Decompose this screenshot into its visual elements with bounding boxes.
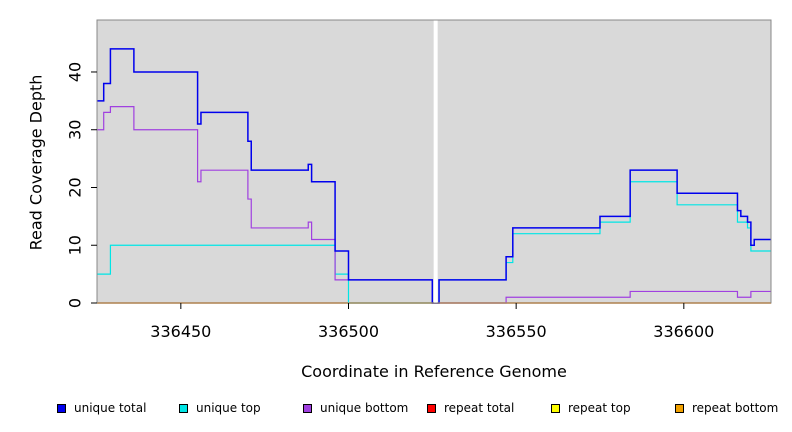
legend-item-unique-total: unique total — [57, 400, 146, 416]
x-axis-title: Coordinate in Reference Genome — [301, 362, 567, 381]
x-tick-label: 336500 — [318, 322, 379, 341]
x-axis: 336450 336500 336550 336600 — [150, 303, 714, 341]
x-tick-label: 336600 — [653, 322, 714, 341]
legend-label: unique total — [74, 401, 147, 415]
x-tick-label: 336550 — [486, 322, 547, 341]
legend-item-repeat-total: repeat total — [427, 400, 514, 416]
series-line-unique-total — [97, 48, 771, 304]
y-tick-label: 40 — [66, 62, 85, 82]
legend-swatch — [427, 403, 436, 413]
legend-label: repeat total — [444, 401, 515, 415]
x-tick-label: 336450 — [150, 322, 211, 341]
legend-item-unique-top: unique top — [179, 400, 261, 416]
y-tick-label: 30 — [66, 120, 85, 140]
series-line-unique-top — [97, 181, 771, 304]
legend: unique total unique top unique bottom repea… — [0, 400, 792, 420]
legend-swatch — [57, 403, 66, 413]
plot-frame — [96, 19, 772, 304]
legend-item-repeat-top: repeat top — [551, 400, 631, 416]
legend-label: repeat top — [568, 401, 631, 415]
y-tick-label: 10 — [66, 235, 85, 255]
legend-label: repeat bottom — [692, 401, 779, 415]
legend-item-repeat-bottom: repeat bottom — [675, 400, 778, 416]
legend-swatch — [675, 403, 684, 413]
legend-label: unique bottom — [320, 401, 409, 415]
y-tick-label: 20 — [66, 177, 85, 197]
y-tick-label: 0 — [66, 298, 85, 308]
legend-item-unique-bottom: unique bottom — [303, 400, 408, 416]
series-line-unique-bottom — [97, 106, 771, 304]
legend-swatch — [179, 403, 188, 413]
legend-label: unique top — [196, 401, 261, 415]
y-axis: 0 10 20 30 40 — [66, 62, 97, 308]
legend-swatch — [551, 403, 560, 413]
legend-swatch — [303, 403, 312, 413]
y-axis-title: Read Coverage Depth — [27, 75, 46, 251]
